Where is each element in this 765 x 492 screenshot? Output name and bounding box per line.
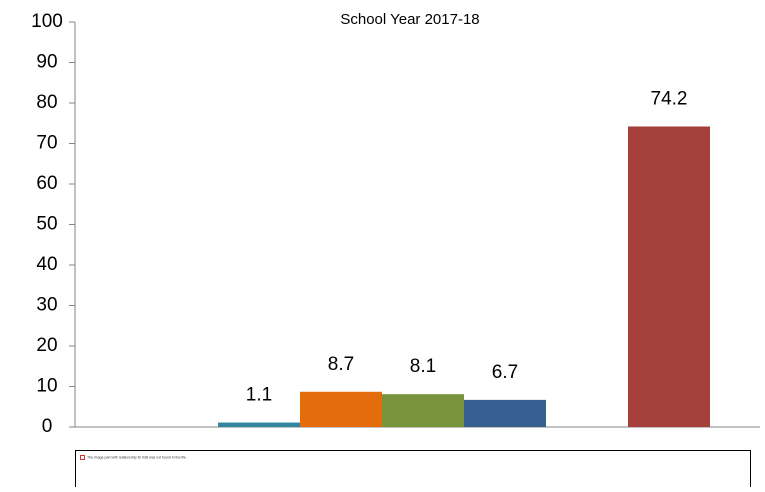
- value-label: 8.7: [328, 354, 354, 375]
- y-tick-label: 0: [42, 416, 53, 437]
- y-tick-label: 30: [36, 295, 57, 316]
- y-tick-label: 80: [36, 92, 57, 113]
- chart-subtitle: School Year 2017-18: [340, 11, 479, 28]
- value-label: 1.1: [246, 385, 272, 406]
- y-tick-label: 60: [36, 173, 57, 194]
- y-tick-label: 50: [36, 214, 57, 235]
- image-placeholder: [75, 450, 751, 491]
- bar: [300, 391, 382, 427]
- bar: [628, 126, 710, 428]
- bar: [464, 399, 546, 427]
- value-label: 6.7: [492, 362, 518, 383]
- y-tick-label: 100: [31, 11, 63, 32]
- value-label: 74.2: [651, 89, 688, 110]
- y-tick-label: 70: [36, 133, 57, 154]
- broken-image-text: The image part with relationship ID rId8…: [87, 455, 187, 459]
- y-tick-label: 10: [36, 376, 57, 397]
- broken-image-icon: [80, 455, 85, 460]
- bar: [218, 422, 300, 427]
- value-label: 8.1: [410, 356, 436, 377]
- y-tick-label: 90: [36, 52, 57, 73]
- y-tick-label: 40: [36, 254, 57, 275]
- bar: [382, 394, 464, 427]
- y-tick-label: 20: [36, 335, 57, 356]
